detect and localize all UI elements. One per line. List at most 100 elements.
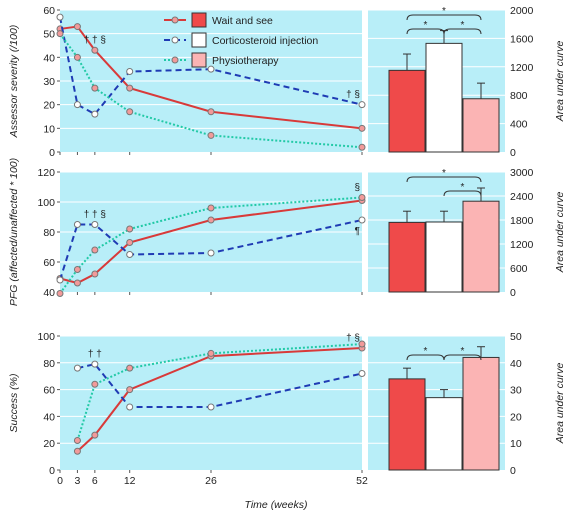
bar-y-tick-label: 600 (510, 263, 528, 275)
data-point (91, 84, 99, 92)
y-tick-label: 60 (43, 385, 55, 397)
data-point (73, 266, 81, 273)
significance-label: * (424, 20, 428, 31)
data-point (358, 124, 366, 132)
data-point (358, 101, 366, 109)
bar-y-tick-label: 0 (510, 465, 516, 477)
significance-bracket (406, 28, 445, 35)
bar-y-tick-label: 0 (510, 287, 516, 299)
x-tick-label: 3 (75, 475, 81, 487)
significance-bracket (443, 354, 482, 361)
legend-marker (171, 56, 179, 64)
significance-annotation: § (354, 183, 360, 194)
legend-swatch (191, 32, 207, 48)
significance-label: * (424, 346, 428, 357)
y-tick-label: 60 (43, 257, 55, 269)
data-point (126, 386, 134, 394)
data-point (358, 143, 366, 151)
x-tick-label: 12 (124, 475, 136, 487)
data-point (73, 447, 81, 455)
bar-y-tick-label: 0 (510, 147, 516, 159)
bar-y-tick-label: 2400 (510, 191, 534, 203)
data-point (73, 221, 81, 228)
bar-physiotherapy (462, 200, 500, 293)
x-tick-label: 6 (92, 475, 98, 487)
significance-bracket (406, 354, 445, 361)
bar-corticosteroid (425, 221, 463, 293)
data-point (126, 364, 134, 372)
series-line-2 (59, 33, 363, 149)
data-point (91, 221, 99, 228)
data-point (91, 270, 99, 278)
bar-y-tick-label: 20 (510, 411, 522, 423)
data-point (358, 194, 366, 201)
y-tick-label: 10 (43, 123, 55, 135)
data-point (207, 349, 215, 357)
data-point (126, 251, 134, 258)
bar-y-axis-label: Area under curve (554, 363, 566, 445)
data-point (91, 431, 99, 439)
y-tick-label: 120 (37, 167, 55, 179)
significance-label: * (442, 168, 446, 179)
data-point (126, 84, 134, 92)
series-line-2 (59, 196, 363, 295)
data-point (91, 246, 99, 254)
data-point (126, 403, 134, 411)
legend-swatch (191, 12, 207, 28)
data-point (56, 276, 64, 284)
significance-annotation: ¶ (355, 226, 360, 237)
bar-corticosteroid (425, 397, 463, 471)
significance-label: * (442, 6, 446, 17)
legend-marker (171, 16, 179, 24)
significance-bracket (406, 14, 482, 21)
x-tick-label: 52 (356, 475, 368, 487)
y-tick-label: 30 (43, 76, 55, 88)
data-point (56, 13, 64, 21)
data-point (73, 23, 81, 31)
y-tick-label: 50 (43, 29, 55, 41)
significance-label: * (461, 182, 465, 193)
y-tick-label: 80 (43, 227, 55, 239)
x-tick-label: 0 (57, 475, 63, 487)
y-tick-label: 0 (49, 465, 55, 477)
y-tick-label: 80 (43, 358, 55, 370)
data-point (126, 108, 134, 116)
significance-label: * (461, 20, 465, 31)
y-tick-label: 40 (43, 411, 55, 423)
bar-y-tick-label: 400 (510, 119, 528, 131)
y-axis-label: Success (%) (8, 374, 20, 433)
legend-label: Corticosteroid injection (212, 35, 318, 47)
y-tick-label: 40 (43, 52, 55, 64)
data-point (207, 216, 215, 224)
significance-annotation: † † (88, 349, 102, 360)
y-tick-label: 20 (43, 100, 55, 112)
data-point (91, 110, 99, 118)
bar-wait-and-see (388, 221, 426, 293)
bar-physiotherapy (462, 356, 500, 471)
x-axis-label: Time (weeks) (245, 499, 308, 511)
data-point (126, 68, 134, 76)
data-point (91, 380, 99, 388)
bar-y-axis-label: Area under curve (554, 192, 566, 274)
significance-annotation: † § (346, 333, 360, 344)
data-point (56, 290, 64, 297)
bar-y-tick-label: 50 (510, 331, 522, 343)
bar-y-tick-label: 1600 (510, 33, 534, 45)
series-line-1 (59, 16, 363, 116)
data-point (126, 239, 134, 246)
y-tick-label: 0 (49, 147, 55, 159)
data-point (73, 279, 81, 287)
data-point (358, 340, 366, 348)
bar-wait-and-see (388, 378, 426, 471)
y-tick-label: 20 (43, 438, 55, 450)
data-point (73, 53, 81, 61)
bar-y-axis-label: Area under curve (554, 41, 566, 123)
data-point (126, 225, 134, 233)
data-point (73, 364, 81, 372)
bar-y-tick-label: 1800 (510, 215, 534, 227)
y-tick-label: 100 (37, 197, 55, 209)
bar-physiotherapy (462, 98, 500, 153)
significance-bracket (443, 28, 482, 35)
y-axis-label: PFG (affected/unaffected * 100) (8, 158, 20, 306)
